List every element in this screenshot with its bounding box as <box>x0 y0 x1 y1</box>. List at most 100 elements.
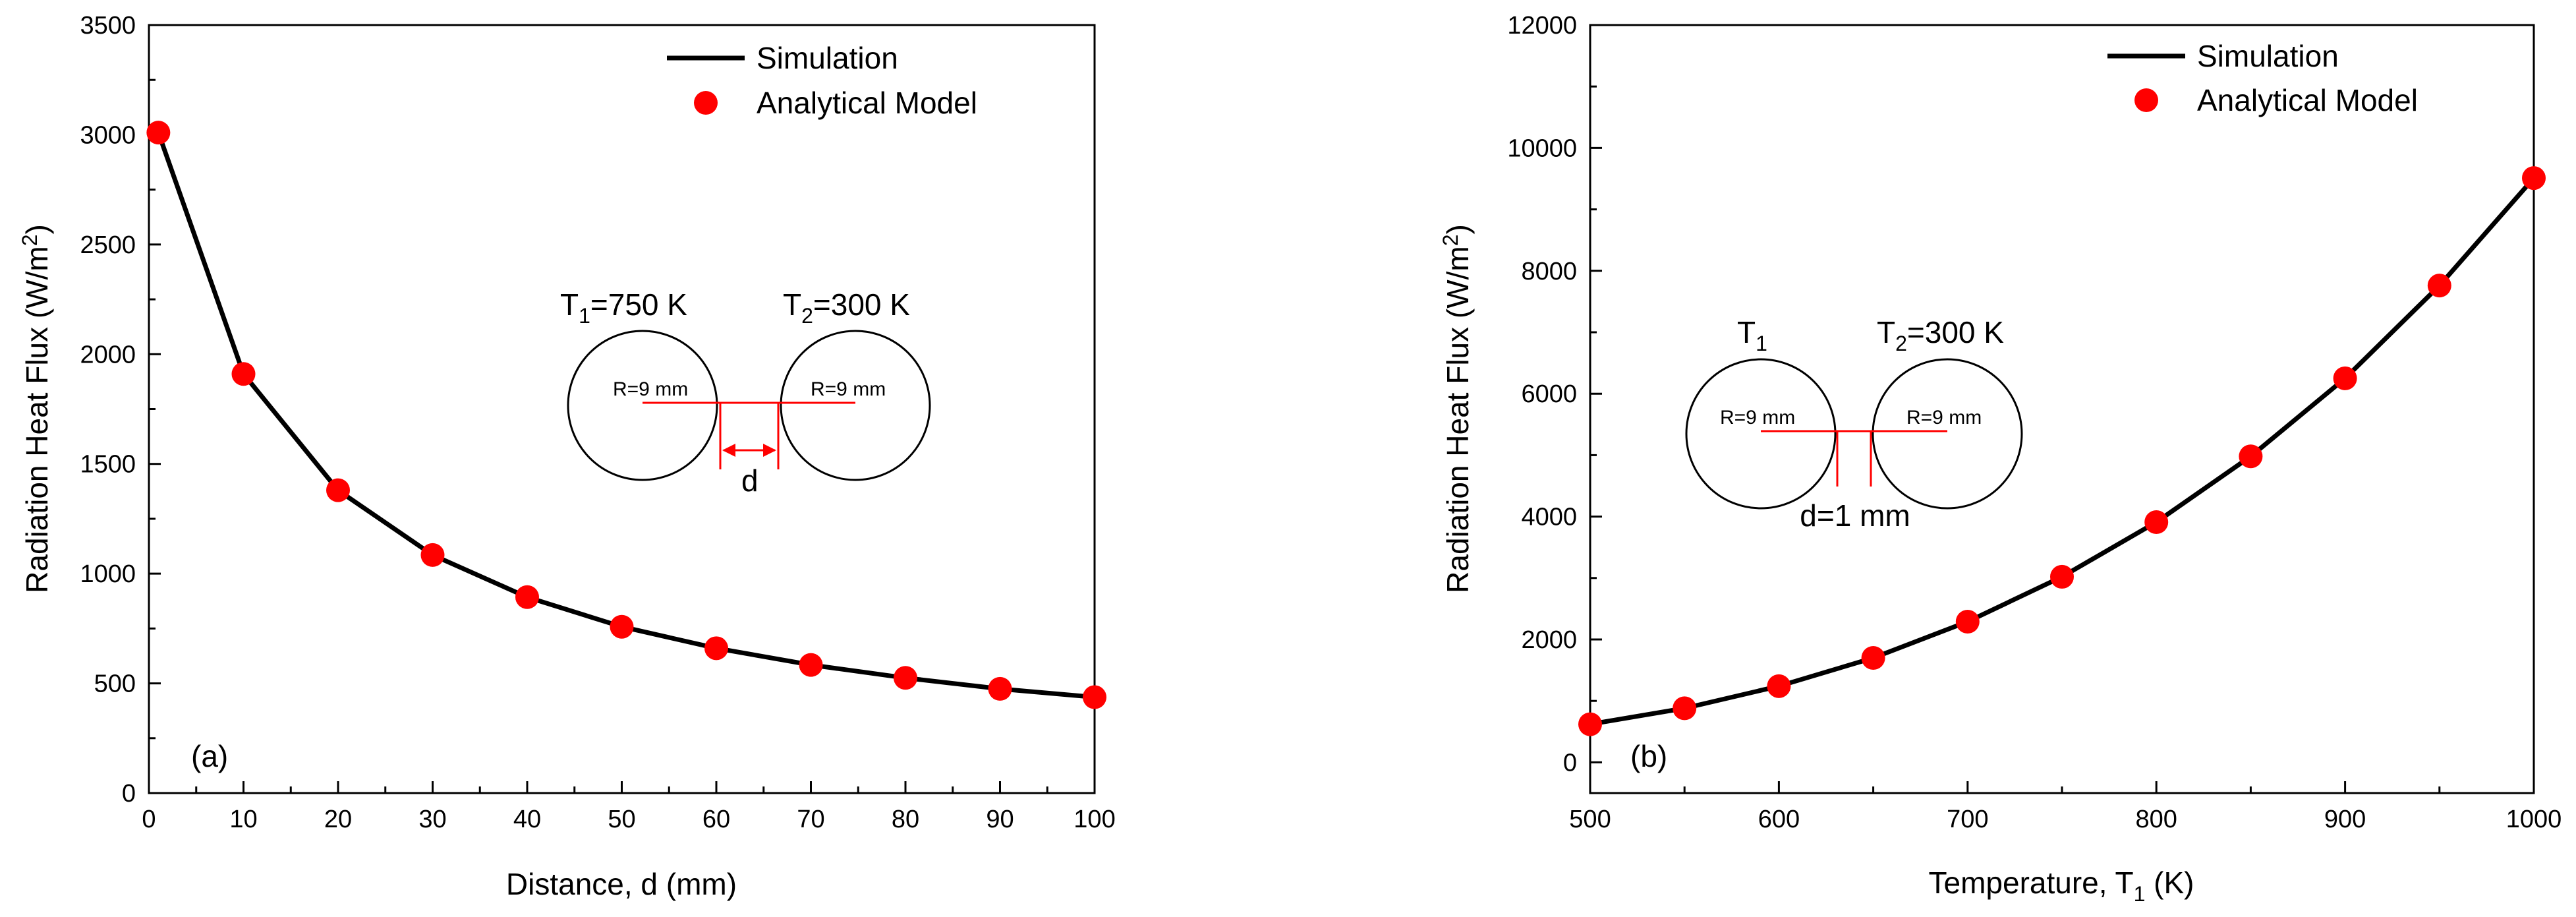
panel-label: (a) <box>191 739 228 773</box>
y-tick-label: 1000 <box>80 560 136 588</box>
y-axis-ticks: 0 500 1000 1500 2000 2500 3000 3500 <box>80 12 161 808</box>
analytical-model-point <box>2333 366 2357 390</box>
x-tick-label: 800 <box>2135 806 2177 833</box>
analytical-model-point <box>1083 685 1106 709</box>
analytical-model-point <box>1861 645 1885 670</box>
inset-t2-label: T2=300 K <box>783 287 910 328</box>
x-axis-title: Temperature, T1 (K) <box>1929 866 2194 906</box>
x-tick-label: 700 <box>1947 806 1988 833</box>
inset-gap-label: d=1 mm <box>1800 498 1910 533</box>
y-tick-label: 3000 <box>80 121 136 149</box>
x-tick-label: 10 <box>229 806 257 833</box>
analytical-model-point <box>1955 609 1980 634</box>
analytical-model-point <box>2427 274 2451 298</box>
analytical-model-point <box>988 676 1012 701</box>
chart-panel-a: 0 10 20 30 40 50 60 70 80 90 100 0 500 1000 1500 2000 2… <box>18 12 1116 901</box>
analytical-model-point <box>704 636 728 661</box>
y-tick-label: 3500 <box>80 12 136 40</box>
legend: Simulation Analytical Model <box>2107 39 2418 117</box>
y-tick-label: 6000 <box>1521 380 1577 408</box>
y-tick-label: 0 <box>1563 749 1577 777</box>
inset-t2-label: T2=300 K <box>1877 315 2004 355</box>
x-tick-label: 100 <box>1073 806 1115 833</box>
x-tick-label: 90 <box>986 806 1014 833</box>
series-analytical-model <box>1578 166 2546 736</box>
geometry-inset: T1=750 K T2=300 K R=9 mm R=9 mm d <box>560 287 931 498</box>
legend-label-analytical-model: Analytical Model <box>2197 83 2418 117</box>
series-simulation <box>1589 176 2536 727</box>
analytical-model-point <box>2239 444 2263 469</box>
x-tick-label: 60 <box>702 806 730 833</box>
y-axis-ticks: 0 2000 4000 6000 8000 10000 12000 <box>1507 12 1602 777</box>
gap-arrowhead-right <box>763 444 776 457</box>
inset-r1-label: R=9 mm <box>613 378 688 400</box>
inset-r2-label: R=9 mm <box>1906 407 1982 429</box>
y-tick-label: 2000 <box>1521 626 1577 654</box>
series-simulation <box>156 131 1095 699</box>
y-tick-label: 1500 <box>80 451 136 479</box>
inset-r2-label: R=9 mm <box>811 378 886 400</box>
hot-cylinder <box>567 330 718 481</box>
plot-frame <box>148 24 1096 794</box>
analytical-model-point <box>2144 510 2169 534</box>
inset-gap-label: d <box>741 463 758 498</box>
x-tick-label: 30 <box>418 806 446 833</box>
y-tick-label: 0 <box>122 780 136 808</box>
legend-label-analytical-model: Analytical Model <box>757 86 977 120</box>
x-tick-label: 70 <box>797 806 824 833</box>
x-axis-ticks: 0 10 20 30 40 50 60 70 80 90 100 <box>142 781 1116 833</box>
y-tick-label: 12000 <box>1507 12 1577 40</box>
x-tick-label: 1000 <box>2506 806 2562 833</box>
x-tick-label: 900 <box>2324 806 2366 833</box>
x-tick-label: 0 <box>142 806 156 833</box>
cold-cylinder <box>780 330 931 481</box>
y-tick-label: 2000 <box>80 341 136 369</box>
simulation-line <box>1589 176 2536 727</box>
analytical-model-point <box>231 362 256 386</box>
x-axis-ticks: 500 600 700 800 900 1000 <box>1569 781 2562 833</box>
analytical-model-point <box>326 478 350 502</box>
legend-label-simulation: Simulation <box>2197 39 2339 73</box>
analytical-model-point <box>2522 166 2546 191</box>
analytical-model-point <box>894 666 917 690</box>
legend-marker-swatch <box>694 91 718 115</box>
analytical-model-point <box>2050 564 2074 589</box>
inset-r1-label: R=9 mm <box>1720 407 1795 429</box>
gap-arrowhead-left <box>722 444 735 457</box>
x-tick-label: 20 <box>324 806 352 833</box>
analytical-model-point <box>420 543 445 567</box>
analytical-model-point <box>146 121 171 145</box>
legend-marker-swatch <box>2134 88 2158 112</box>
x-tick-label: 500 <box>1569 806 1611 833</box>
y-axis-title: Radiation Heat Flux (W/m2) <box>18 224 54 593</box>
inset-t1-label: T1=750 K <box>560 287 687 328</box>
legend: Simulation Analytical Model <box>667 41 977 120</box>
inset-t1-label: T1 <box>1737 315 1767 355</box>
y-axis-title: Radiation Heat Flux (W/m2) <box>1439 224 1475 593</box>
y-tick-label: 10000 <box>1507 134 1577 162</box>
analytical-model-point <box>1578 712 1602 736</box>
cold-cylinder <box>1872 358 2023 510</box>
x-tick-label: 80 <box>892 806 919 833</box>
chart-panel-b: 500 600 700 800 900 1000 0 2000 4000 6000 8000 100… <box>1439 12 2562 906</box>
y-tick-label: 8000 <box>1521 258 1577 285</box>
analytical-model-point <box>1673 696 1697 721</box>
analytical-model-point <box>515 585 539 609</box>
analytical-model-point <box>610 614 634 639</box>
x-tick-label: 600 <box>1758 806 1800 833</box>
x-tick-label: 40 <box>513 806 541 833</box>
series-analytical-model <box>146 121 1106 709</box>
geometry-inset: T1 T2=300 K R=9 mm R=9 mm d=1 mm <box>1685 315 2023 533</box>
analytical-model-point <box>799 653 823 677</box>
x-axis-title: Distance, d (mm) <box>506 867 737 901</box>
panel-label: (b) <box>1630 739 1667 773</box>
hot-cylinder <box>1685 358 1837 510</box>
x-tick-label: 50 <box>608 806 635 833</box>
y-tick-label: 500 <box>94 670 136 698</box>
simulation-line <box>156 131 1095 699</box>
y-tick-label: 4000 <box>1521 504 1577 531</box>
legend-label-simulation: Simulation <box>757 41 898 75</box>
analytical-model-point <box>1767 674 1791 698</box>
y-tick-label: 2500 <box>80 231 136 259</box>
